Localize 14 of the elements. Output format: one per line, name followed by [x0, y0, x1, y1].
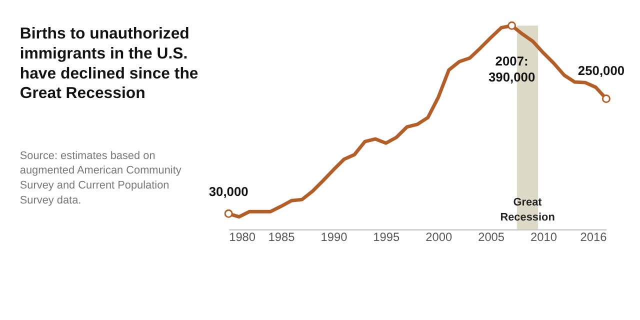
x-tick-label: 1995: [373, 230, 400, 244]
x-tick-label: 1985: [268, 230, 296, 244]
band-label: Great Recession: [500, 196, 555, 224]
x-tick-label: 2016: [580, 230, 608, 244]
x-tick-label: 2010: [530, 230, 558, 244]
x-tick-label: 1990: [320, 230, 348, 244]
data-label: 250,000: [578, 62, 625, 78]
source-note: Source: estimates based on augmented American Community Survey and Current Population Survey data.: [20, 150, 182, 207]
x-tick-label: 2000: [426, 230, 452, 244]
text: Births to unauthorized immigrants in the U.S. have declined since the Great Recession: [20, 26, 198, 102]
x-tick-label: 1980: [229, 230, 256, 244]
data-label: 2007: 390,000: [488, 53, 536, 84]
data-label: 30,000: [208, 184, 248, 199]
x-tick-label: 2005: [478, 230, 505, 244]
